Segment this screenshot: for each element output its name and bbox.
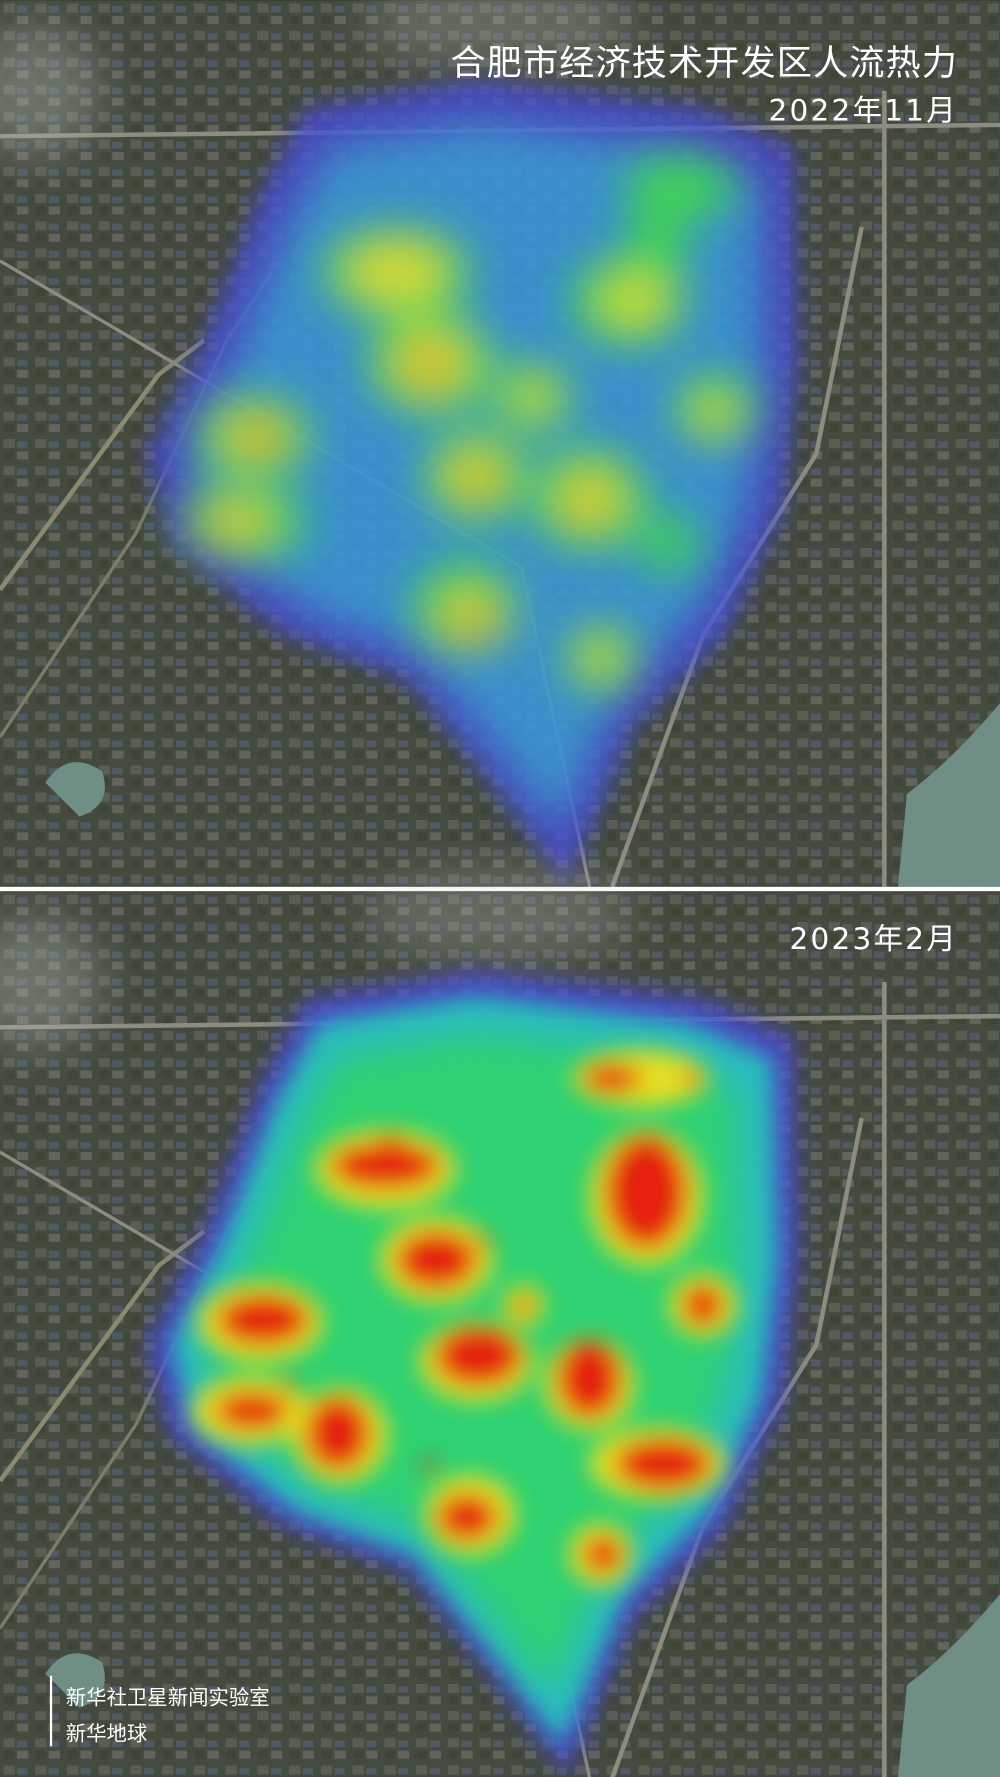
panel-date: 2022年11月	[768, 93, 958, 127]
panel-date: 2023年2月	[789, 922, 958, 956]
title: 合肥市经济技术开发区人流热力	[450, 43, 958, 84]
panel-2022	[0, 0, 1000, 887]
credit-bar	[49, 1675, 53, 1747]
credit: 新华地球	[66, 1722, 148, 1746]
panel-2023	[0, 869, 1000, 1777]
credit: 新华社卫星新闻实验室	[66, 1685, 270, 1709]
